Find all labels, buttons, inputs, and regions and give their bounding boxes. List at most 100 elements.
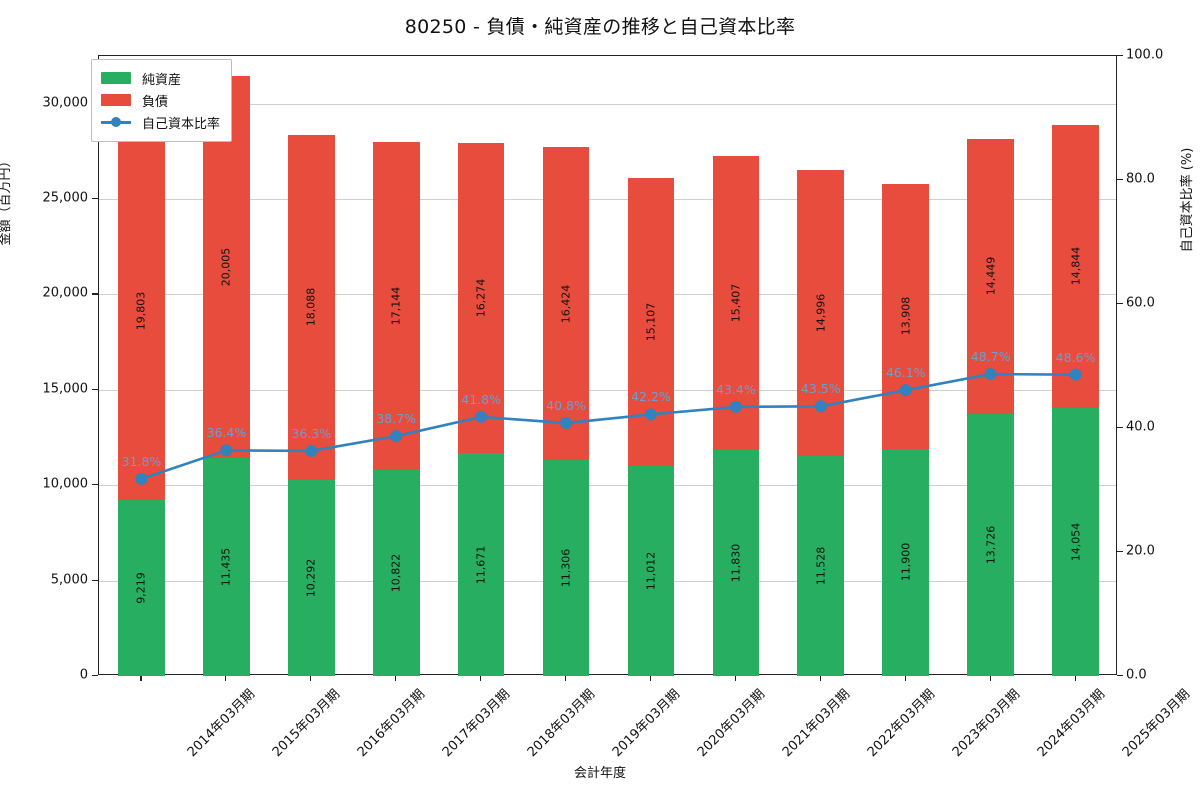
bar-segment-equity[interactable] — [627, 465, 675, 676]
gridline — [99, 199, 1116, 201]
x-axis-tick-mark — [989, 675, 991, 681]
ratio-data-point[interactable] — [390, 430, 403, 443]
plot-area: 9,219 19,803 11,435 20,005 10,292 18,088 10,82… — [98, 55, 1117, 676]
bar-segment-equity[interactable] — [712, 450, 760, 676]
x-axis-tick-mark — [565, 675, 567, 681]
ratio-data-point[interactable] — [984, 368, 997, 381]
y-axis-left-tick-label: 5,000 — [50, 572, 88, 588]
legend-swatch-equity — [101, 72, 131, 84]
gridline — [99, 580, 1116, 582]
y-axis-right-tick-mark — [1117, 303, 1123, 305]
legend-item-equity[interactable]: 純資産 — [101, 67, 220, 89]
y-axis-right-tick-label: 40.0 — [1126, 419, 1155, 435]
ratio-data-point[interactable] — [560, 417, 573, 430]
ratio-value-label: 42.2% — [631, 389, 671, 405]
y-axis-right-tick-label: 0.0 — [1126, 667, 1147, 683]
bar-segment-liability[interactable] — [118, 122, 165, 501]
ratio-data-point[interactable] — [475, 410, 488, 423]
gridline — [99, 389, 1116, 391]
x-axis-tick-mark — [904, 675, 906, 681]
y-axis-right-label: 自己資本比率 (%) — [1180, 147, 1195, 253]
legend-swatch-liability — [101, 94, 131, 106]
ratio-value-label: 43.5% — [800, 381, 841, 397]
ratio-data-point[interactable] — [644, 408, 657, 421]
ratio-data-point[interactable] — [305, 444, 318, 457]
ratio-value-label: 40.8% — [546, 398, 586, 414]
x-axis-tick-mark — [310, 675, 312, 681]
y-axis-right-tick-label: 100.0 — [1126, 47, 1164, 63]
y-axis-right-tick-mark — [1117, 55, 1123, 57]
ratio-data-point[interactable] — [135, 472, 148, 485]
y-axis-left-tick-mark — [92, 675, 98, 677]
y-axis-left-tick-label: 0 — [79, 667, 88, 683]
gridline — [99, 103, 1116, 105]
x-axis-tick-label: 2015年03月期 — [270, 686, 344, 761]
y-axis-right-tick-mark — [1117, 675, 1123, 677]
x-axis-tick-mark — [140, 675, 142, 681]
y-axis-left-tick-label: 15,000 — [42, 381, 89, 397]
x-axis-tick-label: 2021年03月期 — [779, 686, 853, 761]
ratio-value-label: 38.7% — [376, 411, 417, 427]
x-axis-tick-mark — [819, 675, 821, 681]
ratio-value-label: 48.6% — [1055, 349, 1096, 365]
legend-item-liability[interactable]: 負債 — [101, 89, 220, 111]
bar-segment-equity[interactable] — [372, 469, 420, 676]
x-axis-tick-mark — [480, 675, 482, 681]
bar-segment-liability[interactable] — [1052, 124, 1099, 408]
x-axis-tick-mark — [1074, 675, 1076, 681]
y-axis-left-label: 金額（百万円） — [0, 154, 13, 246]
bar-segment-liability[interactable] — [882, 183, 930, 449]
bar-segment-liability[interactable] — [457, 142, 505, 454]
ratio-value-label: 41.8% — [461, 391, 501, 407]
bar-segment-equity[interactable] — [1052, 407, 1099, 676]
bar-segment-liability[interactable] — [287, 134, 335, 480]
ratio-data-point[interactable] — [814, 400, 827, 413]
chart-title: 80250 - 負債・純資産の推移と自己資本比率 — [404, 16, 796, 38]
bar-segment-equity[interactable] — [203, 457, 250, 676]
y-axis-right-tick-label: 20.0 — [1126, 543, 1155, 559]
bar-segment-equity[interactable] — [797, 456, 845, 676]
y-axis-left-tick-label: 30,000 — [42, 95, 89, 111]
bar-segment-equity[interactable] — [967, 414, 1014, 676]
y-axis-left-tick-mark — [92, 484, 98, 486]
gridline — [99, 294, 1116, 296]
ratio-line-path — [141, 372, 1076, 481]
gridline — [99, 485, 1116, 487]
ratio-value-label: 48.7% — [970, 349, 1011, 365]
x-axis-tick-label: 2023年03月期 — [949, 686, 1023, 761]
bar-segment-liability[interactable] — [372, 142, 420, 470]
bar-segment-equity[interactable] — [287, 479, 335, 676]
bar-segment-equity[interactable] — [118, 500, 165, 676]
y-axis-right-tick-label: 80.0 — [1126, 171, 1155, 187]
ratio-data-point[interactable] — [899, 384, 912, 397]
bar-segment-equity[interactable] — [542, 460, 590, 676]
x-axis-tick-label: 2024年03月期 — [1034, 686, 1108, 761]
y-axis-right-tick-mark — [1117, 427, 1123, 429]
ratio-data-point[interactable] — [1069, 368, 1082, 381]
ratio-data-point[interactable] — [729, 400, 742, 413]
bar-segment-equity[interactable] — [457, 453, 505, 676]
y-axis-right-tick-label: 60.0 — [1126, 295, 1155, 311]
ratio-value-label: 36.4% — [206, 425, 247, 441]
y-axis-left-tick-mark — [92, 579, 98, 581]
x-axis-tick-label: 2019年03月期 — [609, 686, 684, 761]
legend-item-ratio[interactable]: 自己資本比率 — [101, 111, 220, 133]
y-axis-left-tick-label: 25,000 — [42, 190, 89, 206]
x-axis-tick-mark — [649, 675, 652, 681]
ratio-value-label: 36.3% — [291, 425, 332, 441]
y-axis-left-tick-mark — [92, 293, 98, 295]
legend-label-equity: 純資産 — [142, 72, 182, 88]
ratio-data-point[interactable] — [220, 444, 233, 457]
y-axis-left-tick-label: 20,000 — [42, 285, 89, 301]
x-axis-tick-label: 2017年03月期 — [439, 686, 514, 761]
y-axis-left-tick-label: 10,000 — [42, 476, 89, 492]
ratio-value-label: 46.1% — [885, 365, 926, 381]
bar-segment-equity[interactable] — [882, 448, 930, 676]
y-axis-right-tick-mark — [1117, 551, 1123, 553]
legend-swatch-ratio — [101, 116, 131, 128]
y-axis-right-tick-mark — [1117, 179, 1123, 181]
x-axis-tick-mark — [734, 675, 736, 681]
bar-segment-liability[interactable] — [542, 146, 590, 461]
x-axis-tick-mark — [225, 675, 227, 681]
